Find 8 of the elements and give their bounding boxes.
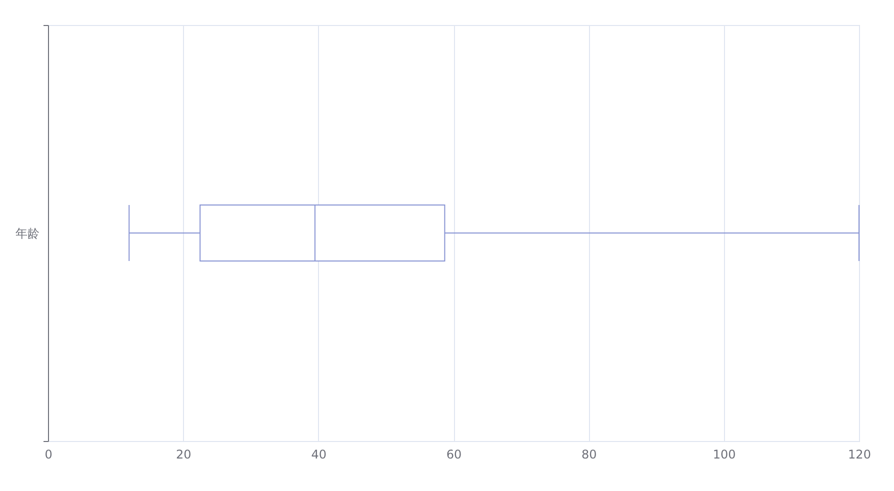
x-tick-label: 120	[848, 448, 871, 462]
x-tick-label: 40	[311, 448, 326, 462]
y-tick-label: 年龄	[16, 226, 40, 240]
x-tick-label: 20	[176, 448, 192, 462]
x-tick-label: 100	[712, 448, 736, 462]
x-tick-label: 80	[582, 448, 597, 462]
x-tick-label: 0	[44, 448, 52, 462]
x-tick-label: 60	[446, 448, 462, 462]
